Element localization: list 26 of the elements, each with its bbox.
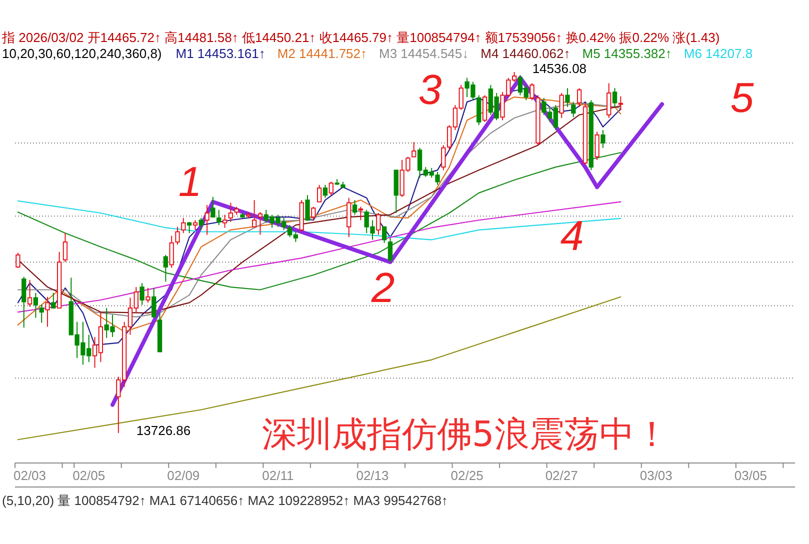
text: M3 14454.545↓ (379, 46, 469, 61)
annotation: 2 (370, 264, 395, 311)
annotation: 14536.08 (532, 61, 587, 76)
x-tick-label: 02/09 (167, 468, 200, 483)
text: M6 14207.8 (684, 46, 753, 61)
annotation: 5 (730, 74, 754, 121)
text: M4 14460.062↑ (480, 46, 570, 61)
annotation: 深圳成指仿佛5浪震荡中！ (262, 415, 670, 455)
text: M5 14355.382↑ (582, 46, 672, 61)
x-tick-label: 02/25 (450, 468, 484, 483)
x-tick-label: 02/11 (262, 468, 294, 483)
x-tick-label: 02/27 (545, 468, 578, 483)
text: M2 14441.752↑ (277, 46, 368, 61)
x-tick-label: 02/03 (14, 468, 46, 483)
annotation: 3 (418, 66, 442, 113)
annotation: 4 (560, 212, 584, 259)
x-tick-label: 03/05 (734, 468, 767, 483)
x-tick-label: 02/13 (356, 468, 389, 483)
text: 10,20,30,60,120,240,360,8) (2, 46, 162, 61)
text: (5,10,20) 量 100854792↑ MA1 67140656↑ MA2 109228952↑ MA3 99542768↑ (2, 493, 448, 508)
x-tick-label: 03/03 (640, 468, 672, 483)
annotation: 1 (178, 158, 202, 205)
x-tick-label: 02/05 (72, 468, 106, 483)
annotation: 13726.86 (136, 423, 191, 438)
text: 指 2026/03/02 开14465.72↑ 高14481.58↑ 低14450.21↑ 收14465.79↑ 量100854794↑ 额17539056↑ 换0.42% 振0.22% 涨(1.43) (1, 30, 720, 45)
text: M1 14453.161↑ (176, 46, 266, 61)
